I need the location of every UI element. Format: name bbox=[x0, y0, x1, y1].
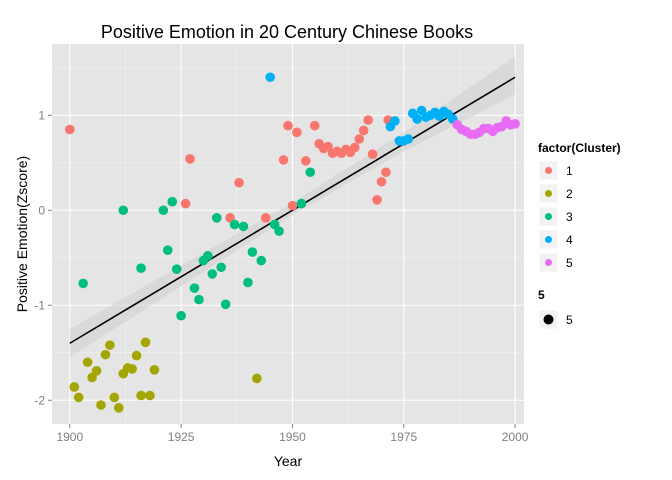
data-points bbox=[65, 72, 520, 413]
data-point-cluster-1 bbox=[260, 213, 271, 223]
data-point-cluster-1 bbox=[65, 124, 75, 135]
data-point-cluster-3 bbox=[162, 245, 173, 255]
data-point-cluster-2 bbox=[149, 365, 160, 375]
data-point-cluster-4 bbox=[403, 134, 414, 144]
legend-color-title: factor(Cluster) bbox=[538, 141, 621, 155]
y-tick-label: 0 bbox=[38, 203, 45, 217]
x-tick-label: 1975 bbox=[390, 430, 417, 444]
data-point-cluster-1 bbox=[354, 134, 365, 144]
data-point-cluster-2 bbox=[252, 373, 262, 384]
data-point-cluster-1 bbox=[372, 195, 382, 205]
legend-size-key-label: 5 bbox=[566, 313, 573, 327]
data-point-cluster-3 bbox=[78, 278, 88, 289]
data-point-cluster-3 bbox=[238, 221, 249, 232]
data-point-cluster-2 bbox=[145, 390, 155, 401]
data-point-cluster-3 bbox=[256, 255, 267, 266]
data-point-cluster-1 bbox=[358, 125, 369, 136]
data-point-cluster-2 bbox=[105, 340, 115, 350]
data-point-cluster-3 bbox=[247, 247, 258, 257]
y-tick-label: -2 bbox=[34, 393, 45, 407]
data-point-cluster-3 bbox=[176, 310, 186, 321]
data-point-cluster-2 bbox=[136, 390, 146, 401]
data-point-cluster-2 bbox=[96, 400, 106, 410]
x-tick-label: 1925 bbox=[168, 430, 195, 444]
legend-key-dot bbox=[545, 167, 552, 174]
data-point-cluster-3 bbox=[243, 277, 253, 288]
legend-key-dot bbox=[545, 259, 552, 266]
legend-key-dot bbox=[545, 236, 552, 243]
data-point-cluster-1 bbox=[349, 142, 360, 153]
data-point-cluster-1 bbox=[283, 120, 293, 131]
data-point-cluster-3 bbox=[158, 205, 169, 216]
data-point-cluster-3 bbox=[211, 213, 222, 223]
data-point-cluster-2 bbox=[127, 364, 137, 374]
data-point-cluster-1 bbox=[309, 120, 320, 131]
legend-size-title: 5 bbox=[538, 288, 545, 302]
data-point-cluster-1 bbox=[376, 176, 387, 187]
data-point-cluster-3 bbox=[118, 205, 129, 216]
data-point-cluster-3 bbox=[229, 219, 240, 230]
data-point-cluster-1 bbox=[185, 154, 195, 164]
data-point-cluster-3 bbox=[189, 283, 200, 293]
data-point-cluster-1 bbox=[301, 156, 311, 166]
data-point-cluster-3 bbox=[171, 264, 182, 274]
data-point-cluster-3 bbox=[207, 269, 218, 279]
data-point-cluster-2 bbox=[73, 392, 84, 403]
data-point-cluster-2 bbox=[109, 392, 120, 403]
data-point-cluster-3 bbox=[296, 198, 307, 209]
chart-title: Positive Emotion in 20 Century Chinese B… bbox=[101, 22, 473, 42]
data-point-cluster-2 bbox=[140, 337, 151, 348]
data-point-cluster-1 bbox=[367, 149, 378, 159]
data-point-cluster-3 bbox=[167, 196, 178, 207]
y-tick-label: -1 bbox=[34, 298, 45, 312]
x-axis-title: Year bbox=[274, 453, 303, 469]
data-point-cluster-3 bbox=[216, 262, 227, 273]
x-tick-label: 2000 bbox=[502, 430, 529, 444]
grid-minor bbox=[52, 44, 524, 424]
y-axis-ticks: -2 -1 0 1 bbox=[34, 108, 52, 407]
data-point-cluster-1 bbox=[381, 167, 391, 178]
data-point-cluster-4 bbox=[390, 116, 400, 126]
legend-key-label: 3 bbox=[566, 210, 573, 224]
data-point-cluster-2 bbox=[91, 366, 102, 376]
x-tick-label: 1900 bbox=[56, 430, 83, 444]
data-point-cluster-3 bbox=[274, 226, 284, 236]
y-axis-title: Positive Emotion(Zscore) bbox=[14, 156, 30, 312]
data-point-cluster-1 bbox=[180, 198, 191, 209]
data-point-cluster-2 bbox=[113, 403, 124, 413]
legend-key-label: 5 bbox=[566, 256, 573, 270]
legend: factor(Cluster) 1 2 3 4 5 5 5 bbox=[538, 141, 621, 330]
legend-key-label: 4 bbox=[566, 233, 573, 247]
data-point-cluster-4 bbox=[412, 114, 422, 124]
legend-key-dot bbox=[545, 213, 552, 220]
data-point-cluster-2 bbox=[131, 350, 142, 361]
data-point-cluster-1 bbox=[287, 200, 298, 211]
x-axis-ticks: 1900 1925 1950 1975 2000 bbox=[56, 424, 529, 444]
data-point-cluster-2 bbox=[69, 382, 80, 392]
data-point-cluster-1 bbox=[278, 155, 289, 165]
legend-size-key-dot bbox=[543, 314, 554, 325]
data-point-cluster-3 bbox=[305, 167, 316, 178]
data-point-cluster-1 bbox=[363, 115, 373, 125]
data-point-cluster-2 bbox=[82, 357, 93, 368]
data-point-cluster-2 bbox=[100, 349, 111, 360]
data-point-cluster-3 bbox=[194, 294, 204, 305]
legend-color-keys: 1 2 3 4 5 bbox=[538, 160, 573, 273]
data-point-cluster-5 bbox=[510, 119, 520, 129]
y-tick-label: 1 bbox=[38, 108, 45, 122]
data-point-cluster-3 bbox=[203, 251, 213, 261]
data-point-cluster-1 bbox=[234, 177, 244, 188]
x-tick-label: 1950 bbox=[279, 430, 306, 444]
data-point-cluster-3 bbox=[220, 299, 231, 310]
data-point-cluster-3 bbox=[136, 263, 146, 274]
data-point-cluster-1 bbox=[292, 127, 302, 138]
legend-key-label: 2 bbox=[566, 187, 573, 201]
data-point-cluster-4 bbox=[265, 72, 275, 83]
legend-key-label: 1 bbox=[566, 164, 573, 178]
legend-key-dot bbox=[545, 190, 552, 197]
